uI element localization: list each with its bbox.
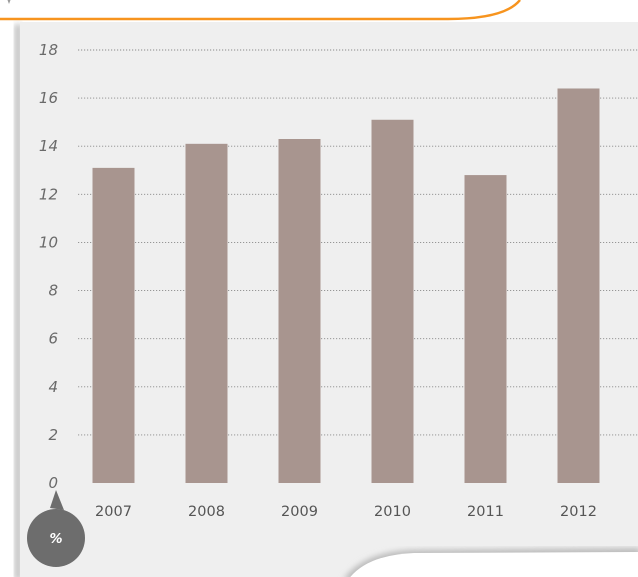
bars (92, 88, 600, 484)
y-tick-label: 12 (39, 185, 58, 203)
y-tick-label: 8 (48, 282, 58, 300)
bar-2009 (278, 139, 321, 483)
header-tab (0, 0, 520, 19)
bar-2012 (557, 88, 600, 483)
header-glyph (7, 0, 11, 4)
y-axis: 0 2 4 6 8 10 12 14 16 18 (39, 41, 58, 492)
y-tick-label: 4 (48, 378, 58, 396)
x-tick-label: 2008 (188, 504, 225, 520)
panel-shadow (14, 24, 22, 577)
unit-badge-circle (27, 509, 85, 567)
footer-tab (350, 552, 638, 577)
y-tick-label: 18 (39, 41, 58, 59)
y-tick-label: 14 (39, 137, 58, 155)
unit-badge-pointer (50, 490, 64, 510)
unit-label: % (49, 532, 62, 547)
bar-2007 (92, 167, 135, 483)
x-tick-label: 2011 (467, 504, 504, 520)
x-tick-label: 2010 (374, 504, 411, 520)
bar-2010 (371, 119, 414, 483)
x-tick-label: 2007 (95, 504, 132, 520)
y-tick-label: 10 (39, 233, 58, 251)
y-tick-label: 2 (48, 426, 58, 444)
x-tick-label: 2012 (560, 504, 597, 520)
y-tick-label: 0 (48, 474, 58, 492)
x-axis: 2007 2008 2009 2010 2011 2012 (95, 504, 597, 520)
grid (78, 49, 638, 436)
x-tick-label: 2009 (281, 504, 318, 520)
y-tick-label: 16 (39, 89, 58, 107)
header-tab-border (0, 0, 521, 21)
y-tick-label: 6 (48, 330, 58, 348)
unit-badge: % (27, 490, 85, 567)
bar-2011 (464, 175, 507, 484)
bar-2008 (185, 143, 228, 484)
